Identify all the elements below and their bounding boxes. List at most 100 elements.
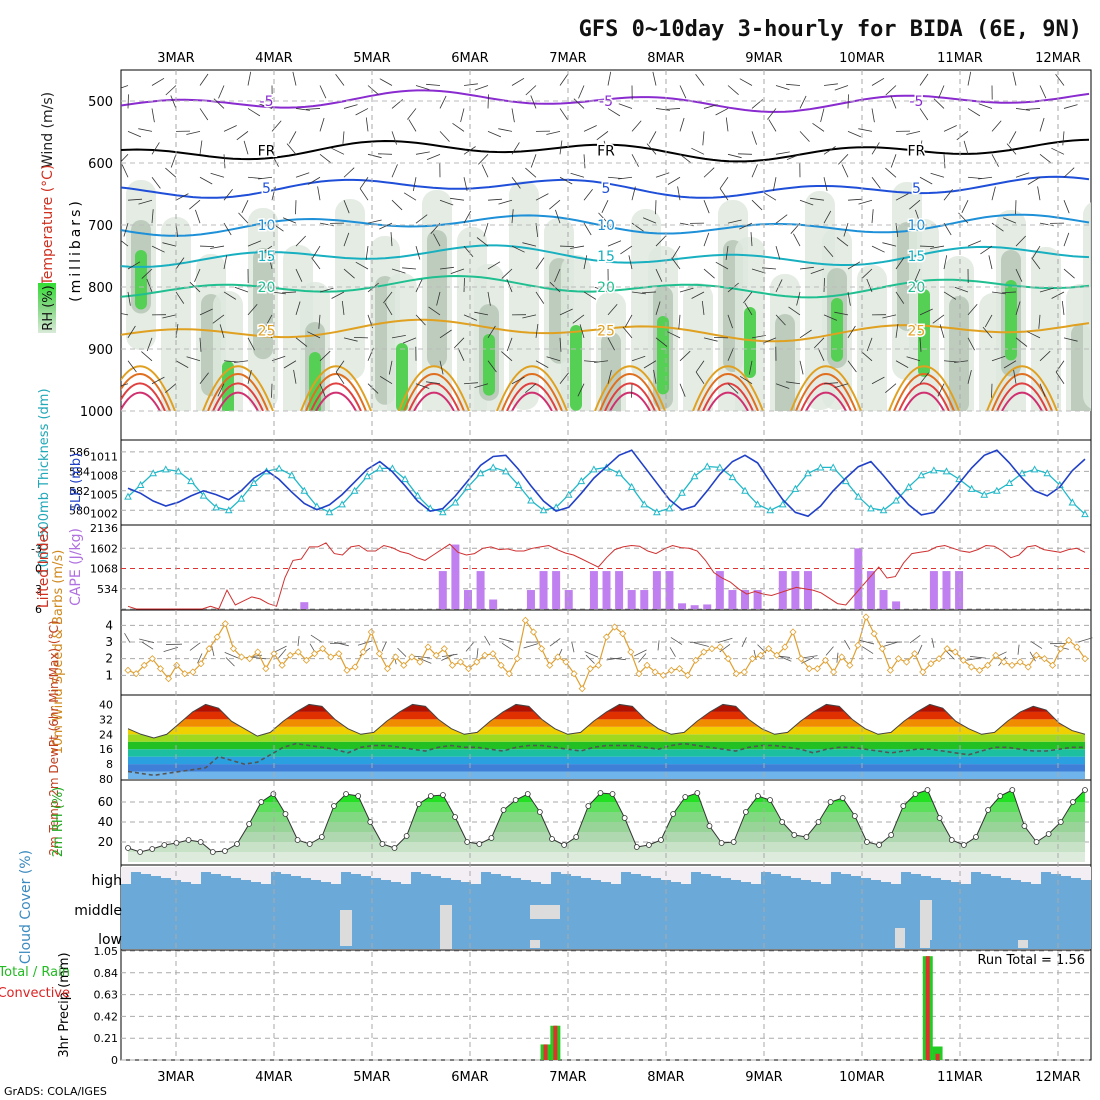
wind-barb bbox=[436, 291, 441, 306]
rh-point bbox=[815, 819, 822, 825]
rh-point bbox=[1082, 787, 1088, 793]
cape-ylabel: CAPE (J/kg) bbox=[68, 528, 84, 606]
run-total-label: Run Total = 1.56 bbox=[977, 953, 1085, 968]
rh-point bbox=[476, 841, 483, 847]
lifted-index-ylabel: Lifted Index bbox=[36, 526, 52, 608]
wind-barb bbox=[415, 85, 430, 90]
rh-point bbox=[694, 790, 701, 796]
rh-point bbox=[1045, 831, 1052, 837]
thickness-point bbox=[703, 462, 712, 470]
temp2m-ylabel: 2m Temp 2m DewPt (6hr Min/Max) (°C) bbox=[47, 620, 61, 855]
wind-barb bbox=[343, 232, 350, 247]
wind-barb bbox=[841, 164, 849, 178]
wind-barb bbox=[655, 337, 668, 347]
wind-barb bbox=[186, 356, 201, 362]
wind-barb bbox=[319, 85, 327, 99]
wind10m-speed-point bbox=[1016, 658, 1024, 666]
wind-barb bbox=[1063, 200, 1070, 214]
rh-point bbox=[573, 834, 580, 840]
wind-barb bbox=[1055, 360, 1065, 373]
wind-barb bbox=[583, 188, 593, 201]
cape-bar bbox=[942, 571, 951, 609]
cloud-clear-gap bbox=[181, 867, 191, 882]
wind-barb bbox=[861, 351, 873, 362]
wind-barb bbox=[223, 291, 237, 300]
wind-barb bbox=[199, 372, 209, 384]
wind-barb bbox=[151, 245, 165, 253]
wind-barb bbox=[631, 120, 642, 132]
wind10m-speed-point bbox=[213, 633, 221, 641]
wind10m-barb bbox=[1030, 641, 1043, 649]
wind10m-frame bbox=[120, 609, 1092, 696]
temperature-contours bbox=[121, 89, 1090, 411]
wind-barb bbox=[236, 131, 249, 141]
wind-barb bbox=[199, 337, 202, 352]
wind-barb bbox=[343, 200, 350, 214]
wind-barb bbox=[343, 268, 355, 279]
wind10m-barb bbox=[249, 656, 266, 660]
cloud-clear-gap bbox=[471, 867, 481, 884]
pressure-tick-label: 800 bbox=[88, 281, 113, 296]
wind-barb bbox=[866, 278, 873, 293]
wind10m-speed-point bbox=[489, 650, 497, 658]
wind10m-speed-point bbox=[667, 666, 675, 674]
cloud-clear-gap bbox=[541, 867, 551, 884]
wind-barb bbox=[572, 314, 585, 324]
precip-panel: 0 0.21 0.42 0.63 0.84 1.05 Run Total = 1.56 3… bbox=[0, 945, 1092, 1067]
temperature-contour bbox=[121, 175, 1090, 199]
thickness-point bbox=[627, 482, 636, 490]
wind-barb bbox=[655, 268, 663, 282]
wind-barb bbox=[439, 95, 447, 109]
thickness-point bbox=[715, 463, 724, 471]
thickness-point bbox=[174, 467, 183, 475]
wind-barb bbox=[954, 286, 969, 293]
cloud-clear-gap bbox=[211, 867, 221, 874]
rh-point bbox=[645, 842, 652, 848]
cloud-clear-gap bbox=[761, 867, 771, 872]
wind-barb bbox=[295, 301, 301, 316]
cape-tick-label: 2136 bbox=[90, 522, 118, 535]
wind-barb bbox=[439, 131, 450, 142]
rh-shade-light bbox=[683, 283, 713, 411]
cape-bar bbox=[753, 590, 762, 609]
temperature-arch bbox=[408, 382, 460, 411]
wind10m-speed-point bbox=[400, 661, 408, 669]
thickness-point bbox=[690, 472, 699, 480]
cloud-clear-gap bbox=[1061, 867, 1071, 876]
wind10m-speed-point bbox=[319, 645, 327, 653]
cape-bar bbox=[463, 590, 472, 609]
temperature-contour-label: 5 bbox=[262, 181, 271, 197]
wind-barb bbox=[391, 268, 406, 274]
cloud-clear-gap bbox=[991, 867, 1001, 876]
upper-air-ylabel: (millibars) bbox=[68, 198, 84, 302]
wind-barb bbox=[655, 235, 666, 247]
wind10m-barb bbox=[1077, 637, 1093, 643]
wind-barb bbox=[377, 153, 393, 155]
wind-barb bbox=[151, 108, 155, 123]
temperature-arch bbox=[121, 382, 166, 411]
cloud-clear-gap bbox=[941, 867, 951, 880]
rh-shade-high bbox=[831, 298, 843, 362]
thickness-point bbox=[942, 467, 951, 475]
wind-barb bbox=[127, 360, 137, 373]
wind10m-speed-point bbox=[205, 645, 213, 653]
wind-barb bbox=[379, 78, 393, 86]
wind-barb bbox=[247, 370, 252, 384]
wind-barb bbox=[454, 337, 465, 349]
rh-point bbox=[391, 845, 398, 851]
wind-barb bbox=[743, 291, 753, 304]
date-label-top: 5MAR bbox=[353, 51, 390, 66]
rh-point bbox=[343, 791, 349, 797]
wind-barb bbox=[991, 355, 1006, 362]
wind-barb bbox=[978, 103, 993, 109]
wind10m-speed-point bbox=[651, 668, 659, 676]
pressure-tick-label: 500 bbox=[88, 95, 113, 110]
cloud-clear-gap bbox=[621, 867, 631, 872]
wind10m-barb bbox=[476, 648, 479, 659]
rh-shade-high bbox=[1092, 271, 1100, 344]
wind-barb bbox=[751, 164, 758, 178]
wind-barb bbox=[1039, 154, 1052, 164]
cape-bar bbox=[602, 571, 611, 609]
wind-barb bbox=[295, 172, 310, 178]
wind-barb bbox=[522, 314, 537, 319]
